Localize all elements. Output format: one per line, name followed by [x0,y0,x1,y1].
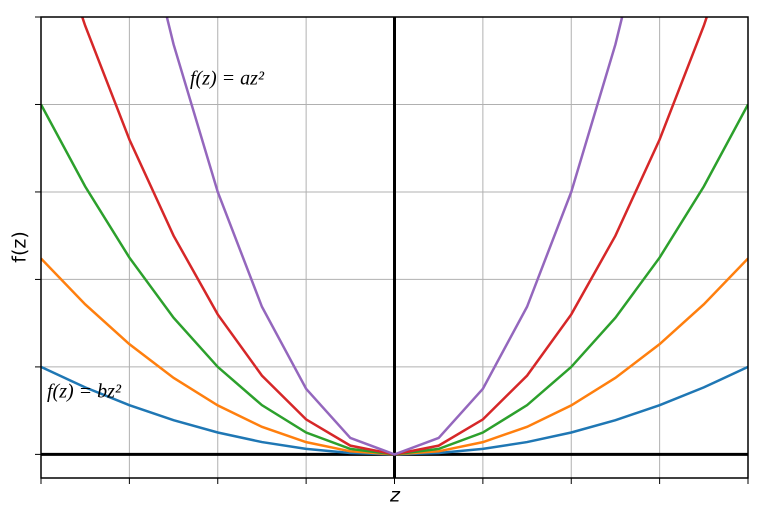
plot-frame [40,16,749,479]
x-axis-label: z [389,485,401,507]
annotation: f(z) = az² [190,68,265,90]
plot-lines [41,17,748,456]
y-axis-label: f(z) [9,231,31,263]
annotation: f(z) = bz² [47,381,122,403]
series-line [165,17,624,456]
